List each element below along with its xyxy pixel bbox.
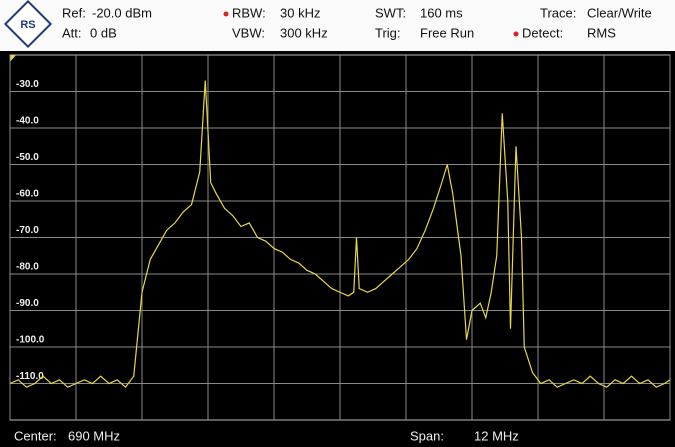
field-value: 300 kHz bbox=[280, 25, 328, 40]
field-value: 30 kHz bbox=[280, 5, 320, 20]
y-tick-label: -30.0 bbox=[16, 79, 39, 90]
logo: RS bbox=[3, 0, 53, 49]
y-tick-label: -40.0 bbox=[16, 116, 39, 127]
trace bbox=[9, 80, 671, 389]
field-value: -20.0 dBm bbox=[92, 5, 152, 20]
field-label: VBW: bbox=[232, 25, 265, 40]
detect-bullet bbox=[513, 31, 519, 37]
y-tick-label: -110.0 bbox=[16, 371, 44, 382]
field-label: RBW: bbox=[232, 5, 266, 20]
header-bg bbox=[0, 0, 675, 51]
y-tick-label: -80.0 bbox=[16, 262, 39, 273]
y-tick-label: -50.0 bbox=[16, 152, 39, 163]
field-value: Clear/Write bbox=[587, 5, 652, 20]
center-label: Center: bbox=[14, 428, 57, 443]
y-tick-label: -70.0 bbox=[16, 225, 39, 236]
center-value: 690 MHz bbox=[68, 428, 120, 443]
y-tick-label: -90.0 bbox=[16, 298, 39, 309]
rbw-bullet bbox=[223, 11, 229, 17]
field-label: Detect: bbox=[522, 25, 563, 40]
field-label: Trace: bbox=[540, 5, 576, 20]
field-value: Free Run bbox=[420, 25, 474, 40]
svg-text:RS: RS bbox=[20, 19, 35, 31]
field-value: 160 ms bbox=[420, 5, 463, 20]
field-value: RMS bbox=[587, 25, 616, 40]
ref-marker bbox=[10, 55, 16, 62]
span-value: 12 MHz bbox=[474, 428, 519, 443]
y-tick-label: -100.0 bbox=[16, 335, 45, 346]
y-tick-label: -60.0 bbox=[16, 189, 39, 200]
field-label: SWT: bbox=[375, 5, 406, 20]
field-value: 0 dB bbox=[90, 25, 117, 40]
field-label: Trig: bbox=[375, 25, 401, 40]
span-label: Span: bbox=[410, 428, 444, 443]
field-label: Att: bbox=[62, 25, 82, 40]
field-label: Ref: bbox=[62, 5, 86, 20]
